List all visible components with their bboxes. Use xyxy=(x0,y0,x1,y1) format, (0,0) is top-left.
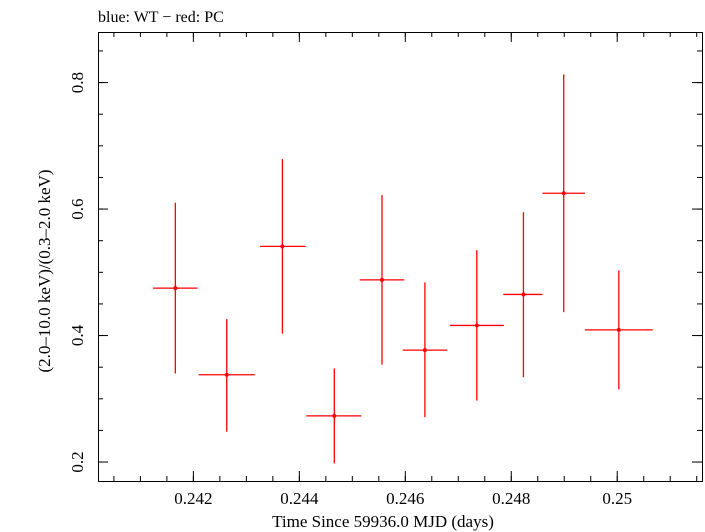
data-point xyxy=(359,195,405,365)
data-point xyxy=(503,212,543,378)
y-tick-label: 0.8 xyxy=(68,72,87,93)
x-tick-label: 0.242 xyxy=(174,489,212,508)
data-marker xyxy=(332,413,337,418)
x-tick-label: 0.244 xyxy=(280,489,319,508)
plot-frame xyxy=(98,32,703,482)
y-axis-label: (2.0–10.0 keV)/(0.3–2.0 keV) xyxy=(35,169,54,372)
data-point xyxy=(198,319,255,432)
data-point xyxy=(153,202,198,374)
data-marks xyxy=(153,74,653,464)
y-tick-label: 0.6 xyxy=(68,198,87,219)
data-marker xyxy=(379,277,384,282)
data-point xyxy=(402,282,448,418)
data-marker xyxy=(474,323,479,328)
data-marker xyxy=(561,191,566,196)
data-marker xyxy=(173,286,178,291)
y-tick-label: 0.2 xyxy=(68,451,87,472)
data-point xyxy=(449,250,504,401)
data-marker xyxy=(422,348,427,353)
x-axis-label: Time Since 59936.0 MJD (days) xyxy=(272,512,494,531)
x-tick-label: 0.248 xyxy=(492,489,530,508)
data-point xyxy=(584,270,653,390)
chart-title: blue: WT − red: PC xyxy=(98,9,224,26)
data-point xyxy=(260,159,306,334)
data-point xyxy=(542,74,585,313)
data-marker xyxy=(616,327,621,332)
data-marker xyxy=(280,244,285,249)
tick-labels: 0.242 0.244 0.246 0.248 0.25 0.2 0.4 0.6 0.8 xyxy=(68,72,632,508)
x-tick-label: 0.246 xyxy=(386,489,424,508)
data-point xyxy=(306,368,362,464)
data-marker xyxy=(521,292,526,297)
y-tick-label: 0.4 xyxy=(68,324,87,346)
axes-ticks xyxy=(98,32,702,481)
x-tick-label: 0.25 xyxy=(602,489,632,508)
data-marker xyxy=(224,372,229,377)
